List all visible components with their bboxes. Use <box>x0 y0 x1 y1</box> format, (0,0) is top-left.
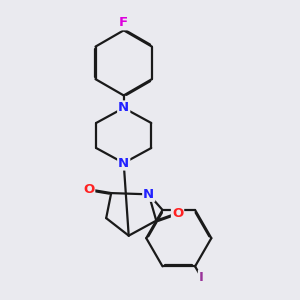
Text: O: O <box>83 183 94 196</box>
Text: F: F <box>119 16 128 29</box>
Text: I: I <box>199 271 204 284</box>
Text: N: N <box>143 188 154 201</box>
Text: N: N <box>118 101 129 114</box>
Text: O: O <box>172 207 183 220</box>
Text: N: N <box>118 157 129 169</box>
